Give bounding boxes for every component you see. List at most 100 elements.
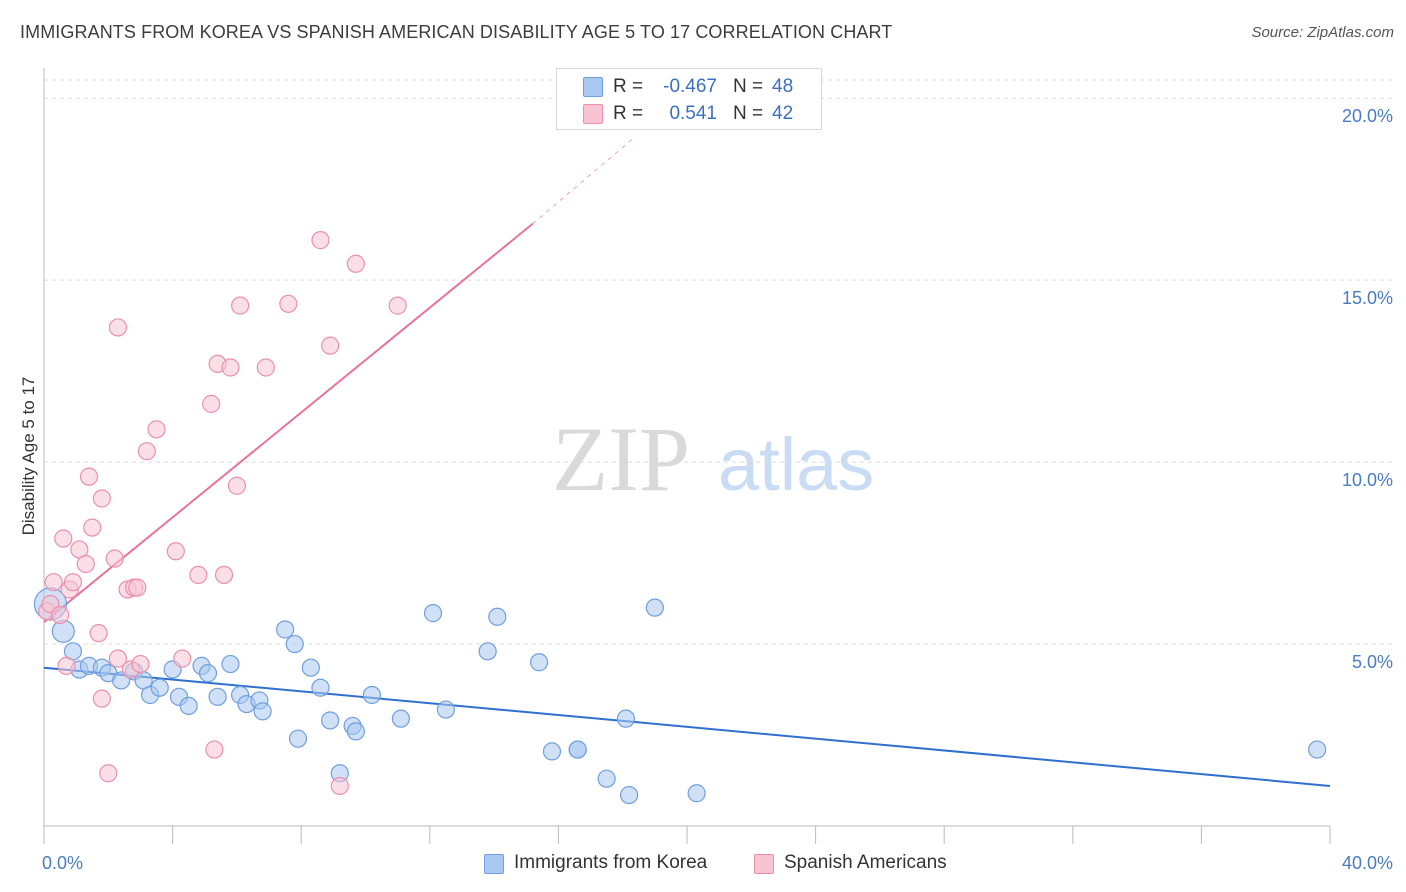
source-label: Source: ZipAtlas.com	[1251, 24, 1394, 41]
korea-point	[321, 711, 340, 730]
stats-legend-box: R = -0.467 N = 48 R = 0.541 N = 42	[556, 68, 822, 130]
axes	[43, 68, 1331, 844]
korea-trend-line	[43, 666, 1331, 787]
spanish-point	[92, 689, 111, 708]
spanish-point	[346, 254, 365, 273]
r-label: R =	[613, 76, 644, 97]
korea-point	[488, 607, 507, 626]
spanish-point	[128, 578, 147, 597]
spanish-point	[76, 554, 95, 574]
korea-point	[423, 604, 443, 623]
watermark: ZIP atlas	[552, 408, 874, 510]
y-tick-label: 15.0%	[1342, 288, 1393, 308]
spanish-point	[54, 529, 73, 548]
spanish-legend-swatch	[754, 854, 774, 874]
spanish-point	[63, 573, 83, 592]
chart-title: IMMIGRANTS FROM KOREA VS SPANISH AMERICA…	[20, 22, 893, 42]
r-value: 0.541	[669, 103, 717, 124]
spanish-point	[256, 358, 275, 377]
korea-point	[208, 687, 227, 706]
spanish-point	[147, 420, 166, 439]
legend-label: Spanish Americans	[784, 852, 947, 873]
korea-point	[1308, 740, 1327, 759]
korea-point	[276, 620, 295, 639]
spanish-point	[108, 318, 128, 337]
spanish-point	[166, 542, 185, 561]
korea-point	[568, 740, 587, 759]
grid-lines	[44, 79, 1392, 645]
n-value: 42	[772, 103, 794, 124]
korea-point	[436, 700, 455, 719]
korea-point	[645, 598, 664, 617]
spanish-point	[214, 565, 234, 585]
r-label: R =	[613, 103, 644, 124]
n-label: N =	[733, 76, 764, 97]
n-label: N =	[733, 103, 764, 124]
spanish-point	[231, 296, 250, 315]
korea-point	[530, 653, 549, 672]
spanish-point	[205, 740, 224, 759]
data-points	[33, 231, 1327, 805]
korea-point	[150, 678, 169, 697]
spanish-point	[189, 565, 208, 585]
spanish-trend-line	[43, 222, 534, 623]
korea-legend-swatch	[484, 854, 504, 874]
n-value: 48	[772, 76, 794, 97]
spanish-point	[92, 489, 111, 508]
korea-point	[478, 642, 497, 661]
spanish-point	[311, 231, 330, 250]
korea-swatch	[583, 77, 603, 97]
spanish-point	[131, 654, 150, 674]
x-tick-label: 0.0%	[42, 853, 83, 873]
spanish-trend-extension	[532, 136, 636, 225]
spanish-point	[79, 467, 99, 486]
korea-point	[346, 722, 365, 741]
spanish-point	[279, 294, 298, 313]
spanish-swatch	[583, 104, 603, 124]
spanish-point	[44, 573, 63, 592]
spanish-point	[227, 476, 246, 495]
korea-point	[301, 658, 320, 677]
watermark-atlas: atlas	[718, 423, 874, 506]
spanish-point	[202, 394, 221, 413]
trend-lines	[43, 136, 1331, 787]
korea-point	[542, 742, 562, 761]
korea-point	[179, 696, 198, 716]
legend-label: Immigrants from Korea	[514, 852, 708, 873]
korea-point	[391, 709, 410, 728]
korea-point	[221, 654, 240, 674]
korea-point	[362, 685, 382, 705]
korea-point	[288, 729, 308, 748]
spanish-point	[50, 605, 70, 625]
tick-labels: 5.0% 10.0% 15.0% 20.0% 0.0% 40.0%	[42, 106, 1393, 873]
r-value: -0.467	[663, 76, 717, 97]
spanish-point	[321, 336, 340, 355]
spanish-point	[83, 518, 102, 537]
spanish-point	[173, 649, 192, 668]
spanish-point	[137, 442, 156, 461]
y-tick-label: 5.0%	[1352, 652, 1393, 672]
spanish-point	[99, 764, 118, 783]
y-axis-title: Disability Age 5 to 17	[19, 377, 38, 536]
korea-point	[687, 784, 706, 803]
y-tick-label: 10.0%	[1342, 470, 1393, 490]
spanish-point	[108, 649, 128, 668]
korea-point	[198, 664, 218, 683]
korea-point	[311, 678, 330, 697]
spanish-point	[330, 776, 349, 796]
spanish-point	[57, 656, 76, 675]
korea-point	[616, 709, 636, 728]
korea-point	[597, 769, 616, 788]
spanish-point	[221, 358, 240, 377]
spanish-point	[388, 296, 407, 315]
spanish-point	[105, 549, 124, 568]
korea-point	[285, 634, 304, 654]
spanish-point	[89, 624, 108, 643]
korea-point	[253, 702, 272, 721]
x-tick-label: 40.0%	[1342, 853, 1393, 873]
korea-point	[620, 785, 639, 805]
korea-point	[51, 619, 75, 643]
y-tick-label: 20.0%	[1342, 106, 1393, 126]
watermark-zip: ZIP	[552, 408, 690, 510]
